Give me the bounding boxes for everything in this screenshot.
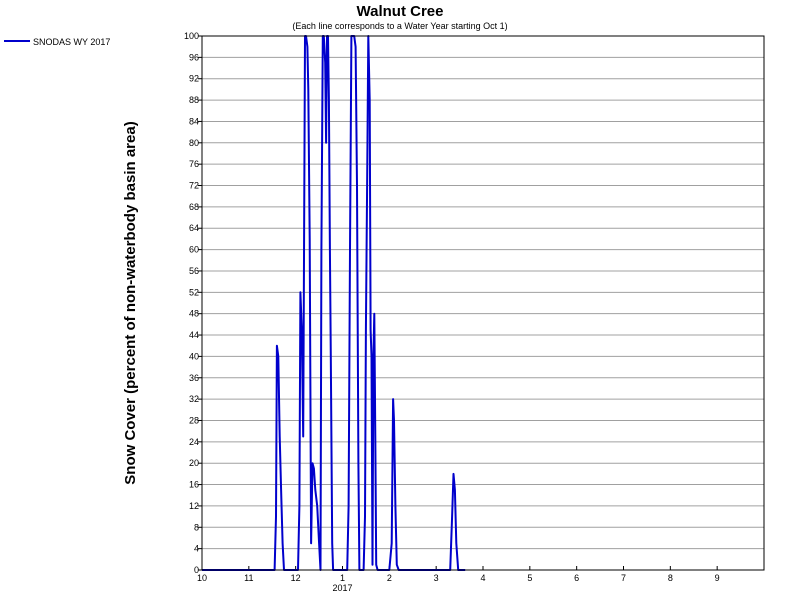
x-tick-label: 4 bbox=[480, 573, 485, 583]
y-tick-label: 88 bbox=[189, 95, 199, 105]
y-tick-label: 36 bbox=[189, 373, 199, 383]
y-tick-label: 56 bbox=[189, 266, 199, 276]
y-tick-label: 52 bbox=[189, 287, 199, 297]
y-tick-label: 32 bbox=[189, 394, 199, 404]
x-tick-label: 5 bbox=[527, 573, 532, 583]
x-tick-label: 10 bbox=[197, 573, 207, 583]
x-tick-label: 3 bbox=[434, 573, 439, 583]
y-tick-label: 96 bbox=[189, 52, 199, 62]
x-tick-label: 9 bbox=[715, 573, 720, 583]
y-tick-label: 84 bbox=[189, 116, 199, 126]
chart-subtitle: (Each line corresponds to a Water Year s… bbox=[292, 21, 507, 31]
y-tick-label: 68 bbox=[189, 202, 199, 212]
y-tick-label: 60 bbox=[189, 245, 199, 255]
y-tick-label: 0 bbox=[194, 565, 199, 575]
plot-frame bbox=[201, 35, 765, 571]
gridlines bbox=[202, 35, 764, 571]
y-ticks: 0481216202428323640444852566064687276808… bbox=[184, 31, 202, 575]
y-tick-label: 16 bbox=[189, 480, 199, 490]
x-tick-label: 12 bbox=[291, 573, 301, 583]
y-tick-label: 48 bbox=[189, 309, 199, 319]
y-tick-label: 44 bbox=[189, 330, 199, 340]
y-tick-label: 64 bbox=[189, 223, 199, 233]
y-tick-label: 28 bbox=[189, 415, 199, 425]
y-tick-label: 4 bbox=[194, 544, 199, 554]
x-tick-label: 7 bbox=[621, 573, 626, 583]
y-tick-label: 8 bbox=[194, 522, 199, 532]
y-axis-label: Snow Cover (percent of non-waterbody bas… bbox=[122, 121, 139, 484]
chart-title: Walnut Cree bbox=[357, 3, 444, 20]
y-tick-label: 72 bbox=[189, 181, 199, 191]
y-tick-label: 92 bbox=[189, 74, 199, 84]
series-group bbox=[202, 35, 466, 571]
y-tick-label: 20 bbox=[189, 458, 199, 468]
x-year-label: 2017 bbox=[332, 583, 352, 593]
series-line-0 bbox=[202, 35, 466, 571]
y-tick-label: 24 bbox=[189, 437, 199, 447]
y-tick-label: 80 bbox=[189, 138, 199, 148]
y-tick-label: 100 bbox=[184, 31, 199, 41]
legend: SNODAS WY 2017 bbox=[4, 37, 110, 47]
x-tick-label: 2 bbox=[387, 573, 392, 583]
y-tick-label: 76 bbox=[189, 159, 199, 169]
x-tick-label: 11 bbox=[244, 573, 253, 583]
x-tick-label: 8 bbox=[668, 573, 673, 583]
y-tick-label: 12 bbox=[189, 501, 199, 511]
x-tick-label: 1 bbox=[340, 573, 345, 583]
x-tick-label: 6 bbox=[574, 573, 579, 583]
y-tick-label: 40 bbox=[189, 351, 199, 361]
legend-label: SNODAS WY 2017 bbox=[33, 37, 110, 47]
